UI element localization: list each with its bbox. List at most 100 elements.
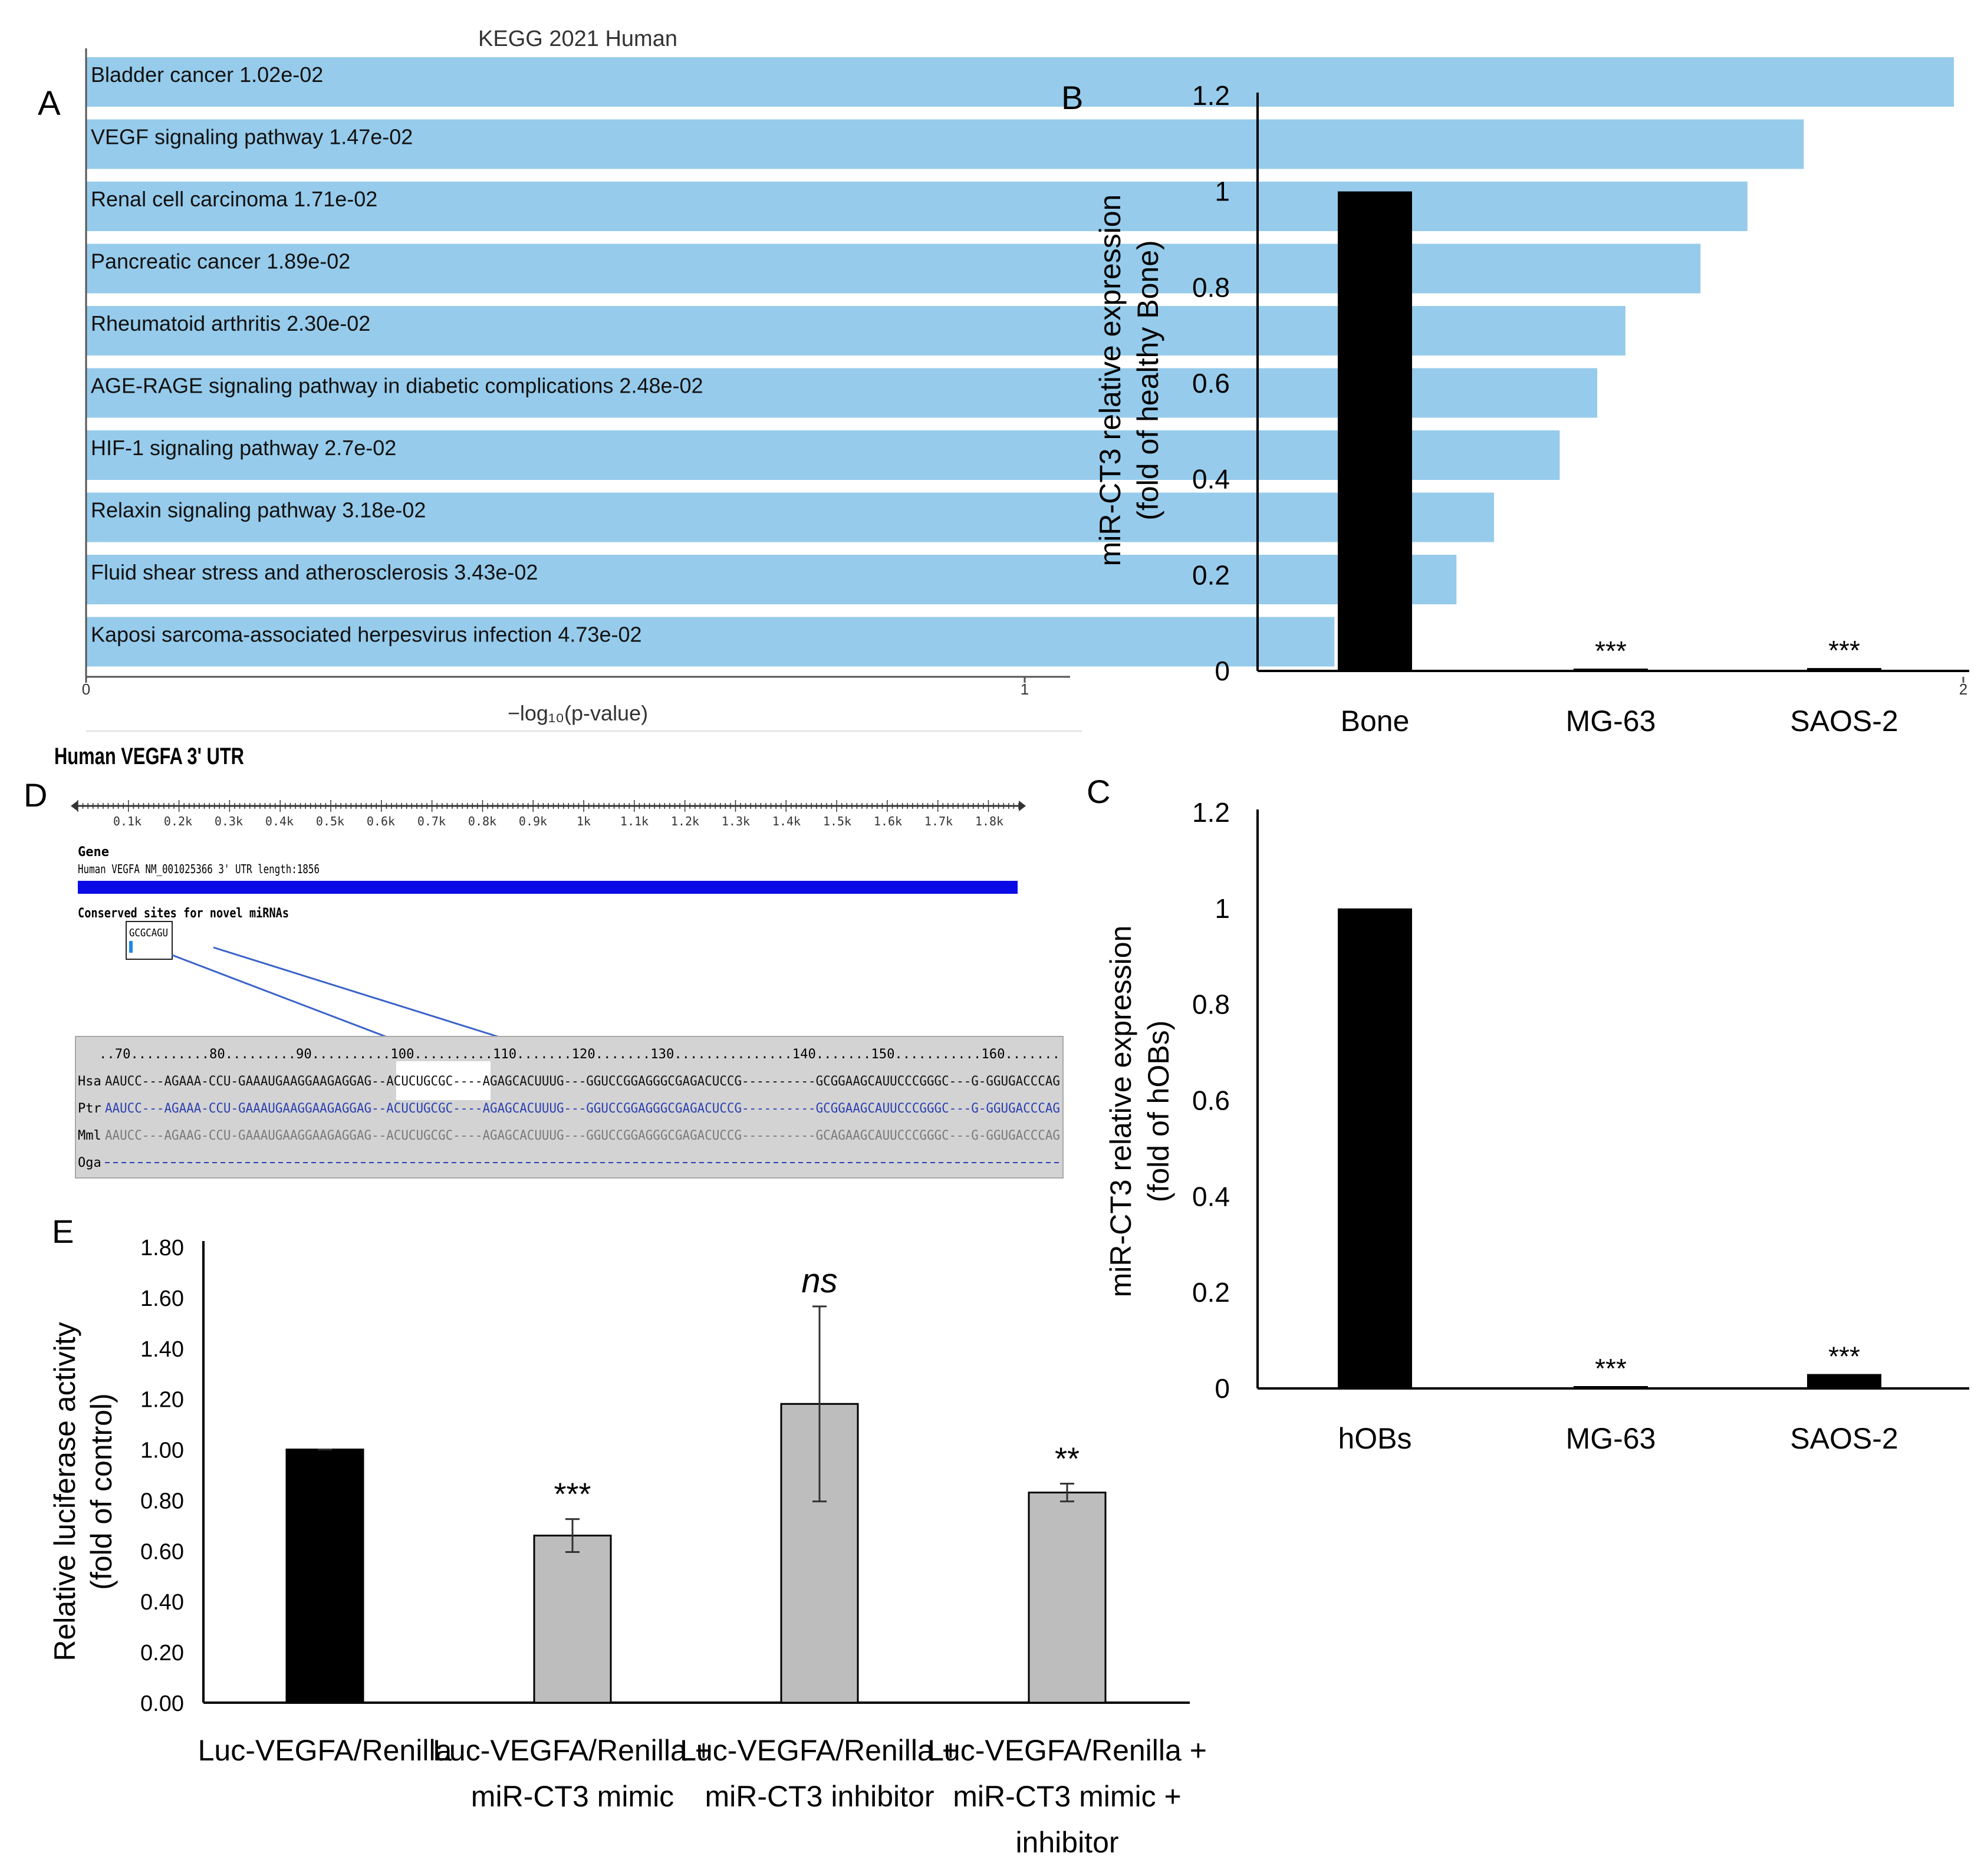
panel-e-letter: E [52,1213,74,1250]
conserved-sites-heading: Conserved sites for novel miRNAs [78,906,289,921]
ruler-tick-label: 0.5k [316,814,344,828]
panel-a-x-tick-label: 2 [1959,680,1967,698]
panel-e-y-tick-label: 0.00 [140,1691,184,1716]
ruler-tick-label: 0.3k [215,814,243,828]
ruler-tick-label: 0.2k [164,814,192,828]
panel-a-letter: A [38,84,61,123]
panel-b-y-label-line1: miR-CT3 relative expression [1094,195,1127,567]
zoom-connector-right [213,946,511,1042]
kegg-bar [86,492,1494,542]
ruler-tick-label: 1.2k [671,814,699,828]
panel-d-vegfa-utr: Human VEGFA 3' UTR D 0.1k 0.2k 0.3k 0.4k 0.5… [24,743,1064,1179]
mirna-site-marker [129,941,133,953]
panel-c-y-tick-label: 1 [1215,893,1230,924]
panel-e-category-label: miR-CT3 mimic + [953,1780,1181,1813]
panel-c-y-tick-label: 0.8 [1192,989,1230,1020]
alignment-sequence-ptr: AAUCC---AGAAA-CCU-GAAAUGAAGGAAGAGGAG--AC… [105,1101,1060,1116]
panel-e-y-tick-label: 1.00 [140,1439,184,1463]
kegg-bar-label: Renal cell carcinoma 1.71e-02 [91,187,377,211]
alignment-sequence-mml: AAUCC---AGAAG-CCU-GAAAUGAAGGAAGAGGAG--AC… [105,1128,1060,1143]
kegg-bar-label: Rheumatoid arthritis 2.30e-02 [91,311,370,335]
panel-b-y-tick-label: 0.2 [1192,559,1230,590]
panel-e-category-label: Luc-VEGFA/Renilla + [433,1734,712,1767]
panel-c-y-tick-label: 0.4 [1192,1181,1230,1212]
kegg-bar-label: VEGF signaling pathway 1.47e-02 [91,125,413,149]
panel-e-y-label-line1: Relative luciferase activity [48,1322,81,1661]
panel-d-title: Human VEGFA 3' UTR [54,743,244,769]
panel-e-significance: *** [554,1477,591,1512]
kegg-bar [86,555,1457,604]
ruler-tick-label: 0.6k [367,814,395,828]
panel-b-significance: *** [1828,635,1860,666]
mirna-site-box [126,921,173,960]
panel-e-y-tick-label: 1.80 [140,1236,184,1260]
panel-b-y-tick-label: 0.4 [1192,464,1230,495]
kegg-bar-label: Kaposi sarcoma-associated herpesvirus in… [91,623,642,647]
ruler-tick-label: 1.1k [620,814,649,828]
kegg-bar-label: Bladder cancer 1.02e-02 [91,62,323,87]
kegg-bar [86,57,1954,107]
alignment-sequence-hsa: AAUCC---AGAAA-CCU-GAAAUGAAGGAAGAGGAG--AC… [105,1074,1060,1089]
panel-b-bar [1338,191,1412,672]
panel-c-y-label-line1: miR-CT3 relative expression [1104,926,1137,1298]
panel-b-bar [1807,668,1881,671]
panel-c-category-label: SAOS-2 [1790,1422,1898,1455]
mirna-site-label: GCGCAGU [129,927,168,939]
panel-e-category-label: Luc-VEGFA/Renilla [198,1734,452,1767]
alignment-species-oga: Oga [78,1156,101,1170]
panel-a-x-tick-label: 0 [82,680,90,698]
panel-e-category-label: Luc-VEGFA/Renilla + [680,1734,959,1767]
panel-e-bar [533,1535,612,1704]
panel-e-y-tick-label: 1.60 [140,1286,184,1311]
panel-e-y-tick-label: 1.40 [140,1337,184,1362]
panel-a-x-label: −log₁₀(p-value) [508,701,648,725]
panel-c-y-tick-label: 1.2 [1192,797,1230,828]
gene-heading: Gene [78,845,109,860]
alignment-box [75,1036,1064,1179]
panel-e-y-label-line2: (fold of control) [85,1393,118,1589]
panel-e-y-tick-label: 0.40 [140,1590,184,1615]
ruler-tick-label: 0.1k [113,814,142,828]
panel-e-category-label: Luc-VEGFA/Renilla + [927,1734,1207,1767]
panel-e-category-label: miR-CT3 mimic [471,1780,674,1813]
ruler-tick-label: 0.7k [417,814,446,828]
ruler-tick-label: 1.8k [975,814,1003,828]
kegg-bar-label: Pancreatic cancer 1.89e-02 [91,249,350,274]
panel-b-y-label-line2: (fold of healthy Bone) [1131,240,1164,520]
panel-e-category-label: inhibitor [1015,1826,1118,1859]
panel-b-bar [1574,669,1648,671]
alignment-species-ptr: Ptr [78,1101,101,1116]
ruler-tick-label: 1.7k [924,814,953,828]
ruler-tick-label: 0.4k [265,814,294,828]
panel-c-y-tick-label: 0 [1215,1373,1230,1404]
gene-description: Human VEGFA NM_001025366 3' UTR length:1… [78,862,320,876]
ruler-tick-label: 1.3k [722,814,750,828]
panel-c-bar [1807,1374,1881,1388]
panel-c-bar [1338,908,1412,1388]
panel-e-luciferase-chart: E Relative luciferase activity (fold of … [48,1213,1207,1859]
kegg-bar [86,182,1748,231]
panel-a-kegg-chart: A KEGG 2021 Human Bladder cancer 1.02e-0… [38,27,1967,732]
ruler-tick-label: 1k [577,814,591,828]
panel-b-y-tick-label: 1 [1215,176,1230,207]
panel-e-significance: ** [1055,1441,1080,1477]
panel-e-y-tick-label: 0.60 [140,1539,184,1564]
ruler-tick-label: 0.8k [468,814,496,828]
panel-b-y-tick-label: 0 [1215,656,1230,686]
ruler-tick-label: 1.4k [772,814,801,828]
panel-e-y-tick-label: 0.20 [140,1641,184,1666]
ruler-tick-label: 0.9k [519,814,547,828]
alignment-highlight [396,1061,491,1100]
panel-c-significance: *** [1595,1353,1627,1384]
panel-c-y-label-line2: (fold of hOBs) [1142,1021,1175,1202]
panel-b-y-tick-label: 1.2 [1192,80,1230,111]
kegg-bar [86,617,1335,667]
alignment-species-hsa: Hsa [78,1074,101,1089]
panel-c-y-tick-label: 0.6 [1192,1085,1230,1116]
panel-e-y-tick-label: 1.20 [140,1388,184,1413]
panel-c-hobs-expression-chart: C miR-CT3 relative expression (fold of h… [1087,773,1969,1455]
alignment-ruler: ..70..........80.........90..........100… [99,1047,1060,1062]
panel-c-y-tick-label: 0.2 [1192,1277,1230,1308]
panel-b-y-tick-label: 0.6 [1192,368,1230,399]
